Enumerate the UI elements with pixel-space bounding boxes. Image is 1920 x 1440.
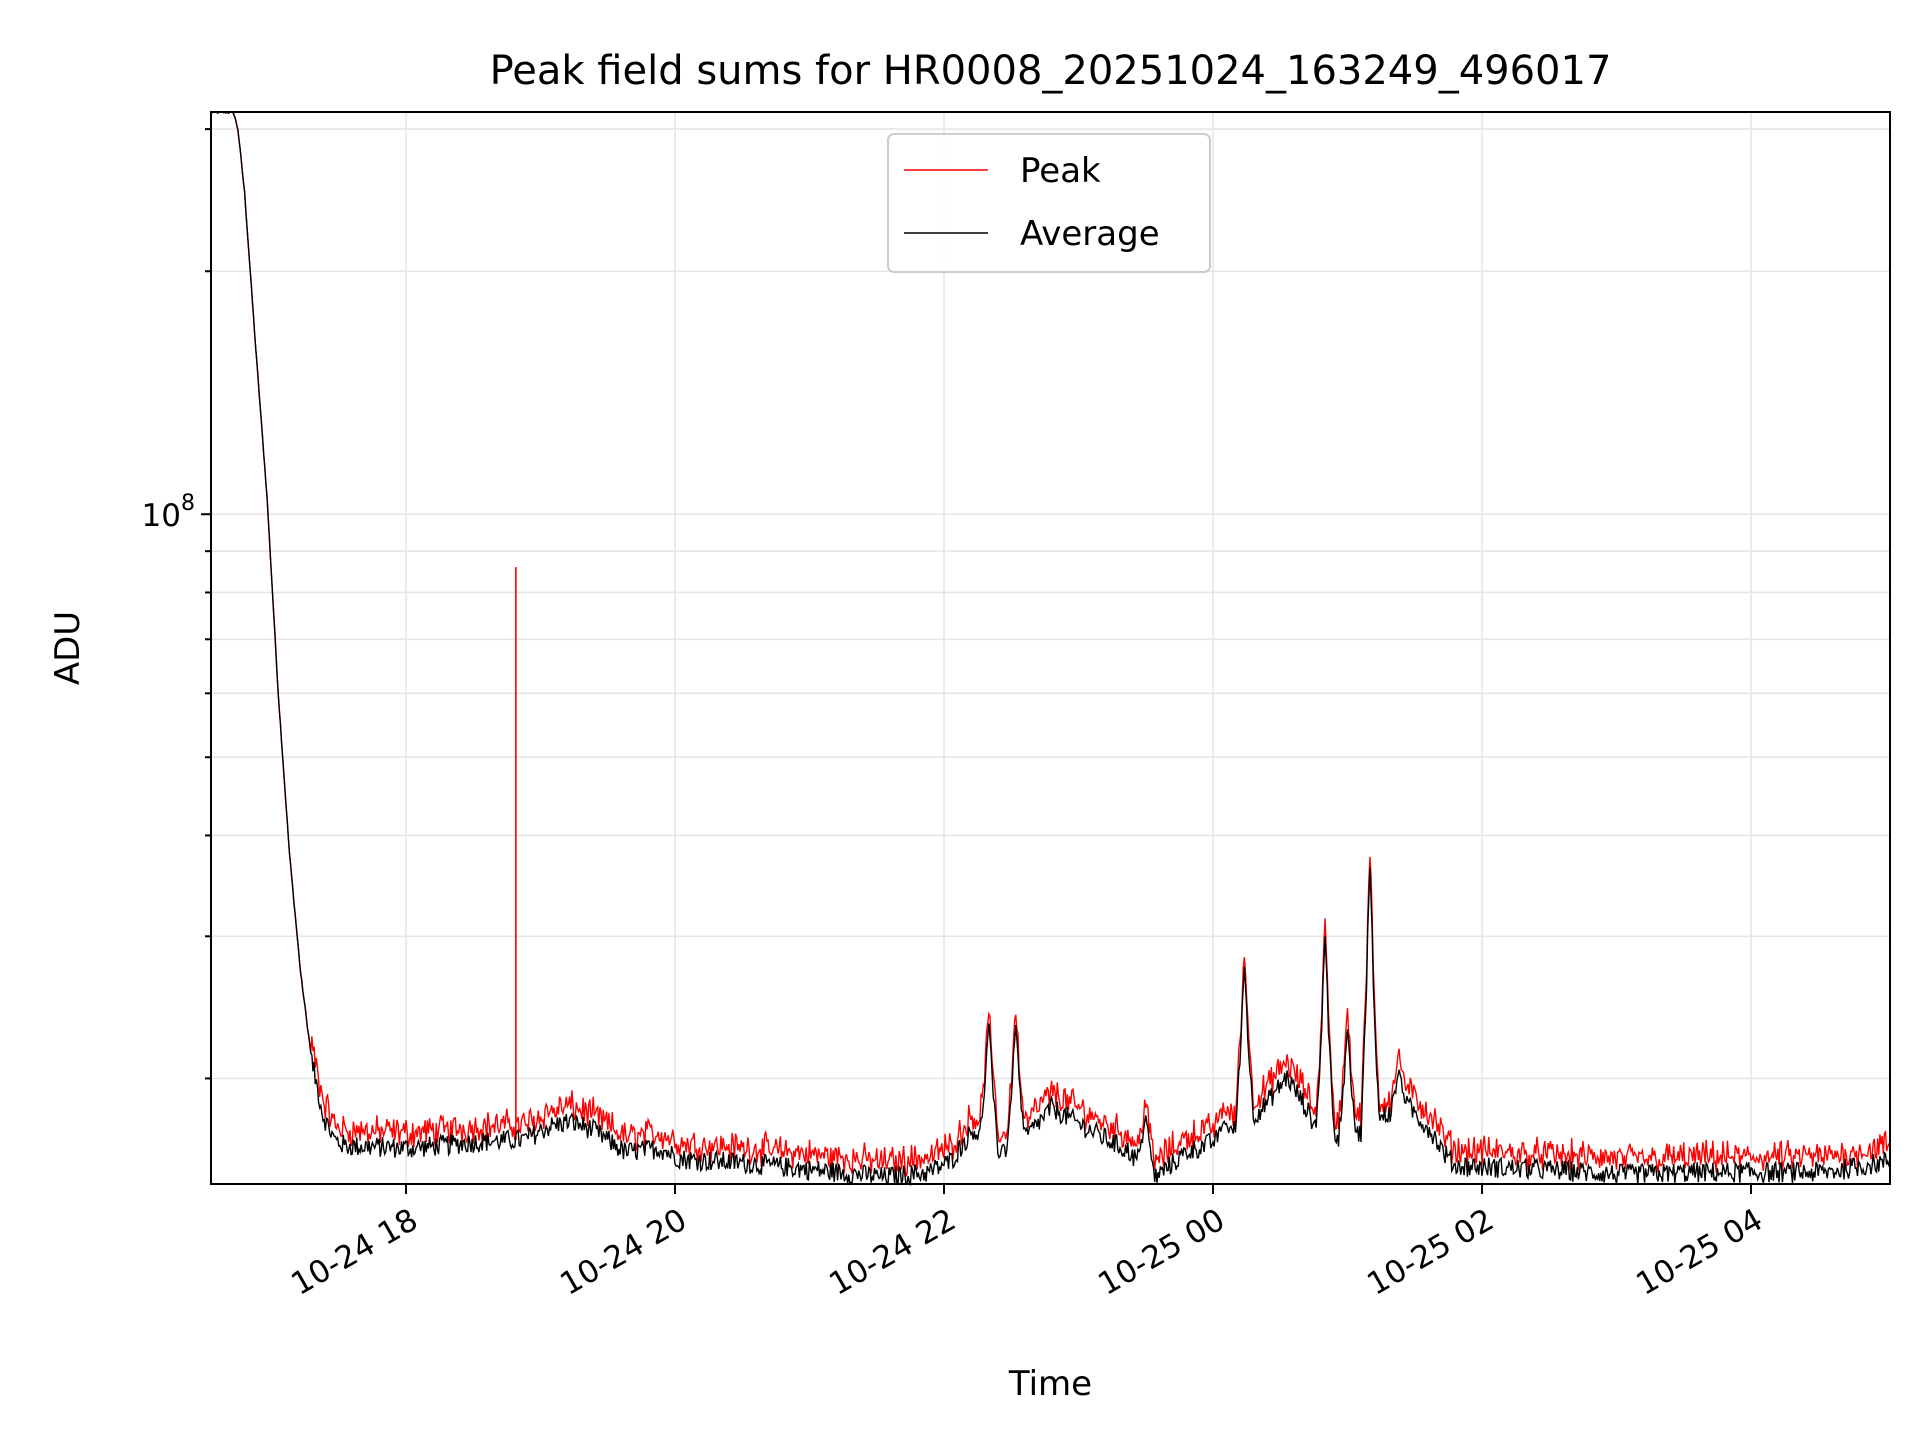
chart-title: Peak field sums for HR0008_20251024_1632…: [490, 48, 1612, 94]
series-layer: [210, 111, 1891, 1187]
legend-label-peak: Peak: [1020, 151, 1101, 191]
y-tick-label-base: 10: [142, 498, 181, 534]
grid: [211, 112, 1890, 1184]
legend: Peak Average: [887, 133, 1211, 273]
legend-box: [887, 133, 1211, 273]
plot-frame: [210, 111, 1891, 1185]
y-tick-label: 108: [142, 491, 195, 534]
series-line-peak: [210, 111, 1891, 1178]
y-tick-label-exponent: 8: [181, 491, 195, 516]
x-axis-label: Time: [1008, 1364, 1092, 1404]
legend-label-average: Average: [1020, 214, 1160, 254]
y-axis-label: ADU: [48, 611, 88, 685]
series-line-average: [210, 111, 1891, 1187]
